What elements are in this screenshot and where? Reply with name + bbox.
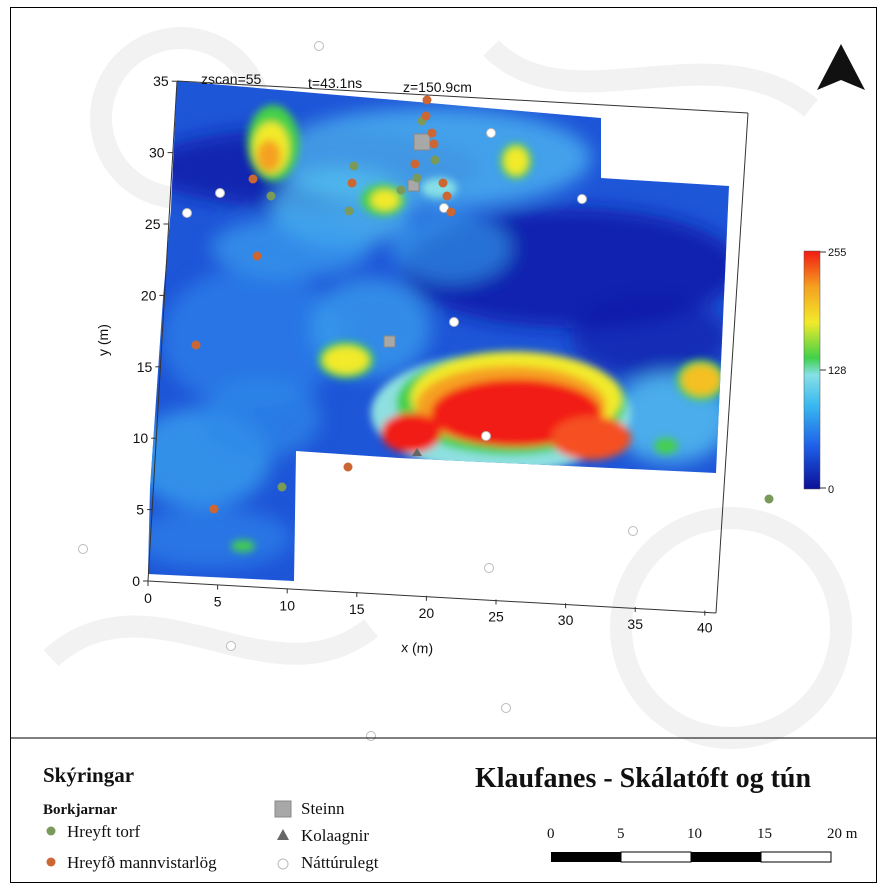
time-label: t=43.1ns [308,75,362,91]
y-axis-label: y (m) [95,324,111,356]
legend-label-natural: Náttúrulegt [301,853,379,872]
gpr-raster [148,81,729,581]
x-tick-label: 10 [279,597,295,613]
x-tick-label: 25 [488,609,504,625]
x-axis-label: x (m) [401,639,434,657]
x-tick-label: 15 [349,601,365,617]
y-tick-label: 5 [136,502,144,518]
scale-bar [551,851,832,863]
north-arrow-icon [817,44,865,90]
x-tick-label: 40 [697,620,713,636]
axes [147,80,749,614]
y-tick-label: 15 [137,359,153,375]
legend-label-stone: Steinn [301,799,345,818]
x-tick-label: 5 [214,594,222,610]
colorbar [803,250,821,490]
x-tick-label: 30 [558,612,574,628]
y-tick-label: 30 [149,145,165,161]
legend-symbols [46,800,292,870]
map-canvas: zscan=55 t=43.1ns z=150.9cm 0 5 10 15 20 25 30… [11,27,876,870]
y-tick-label: 20 [141,287,157,303]
x-tick-label: 0 [144,590,152,606]
map-title: Klaufanes - Skálatóft og tún [475,763,812,794]
colorbar-min: 0 [828,484,834,496]
y-axis-ticks: 0 5 10 15 20 25 30 35 [132,73,177,589]
y-tick-label: 0 [132,573,140,589]
x-tick-label: 35 [627,616,643,632]
scale-bar-label: 20 m [827,826,858,842]
charcoal-markers [412,448,422,456]
legend-group-title: Borkjarnar [43,802,118,818]
scale-bar-label: 5 [617,826,625,842]
stone-markers [383,133,431,348]
zscan-label: zscan=55 [201,71,262,87]
y-tick-label: 25 [145,216,161,232]
disturbed-turf-markers [266,116,774,504]
legend-label-occupation-layers: Hreyfð mannvistarlög [67,853,217,872]
x-tick-label: 20 [419,605,435,621]
scale-bar-label: 15 [757,826,772,842]
y-tick-label: 35 [153,73,169,89]
y-tick-label: 10 [133,430,149,446]
scale-bar-label: 10 [687,826,702,842]
legend-heading: Skýringar [43,763,135,787]
colorbar-max: 255 [828,247,846,259]
scale-bar-label: 0 [547,826,555,842]
legend-label-charcoal: Kolaagnir [301,826,369,845]
colorbar-mid: 128 [828,365,846,377]
depth-label: z=150.9cm [403,79,472,95]
x-axis-ticks: 0 5 10 15 20 25 30 35 40 [144,581,713,636]
occupation-layer-markers [191,95,456,514]
map-frame: zscan=55 t=43.1ns z=150.9cm 0 5 10 15 20 25 30… [10,7,877,883]
legend-label-disturbed-turf: Hreyft torf [67,822,141,841]
